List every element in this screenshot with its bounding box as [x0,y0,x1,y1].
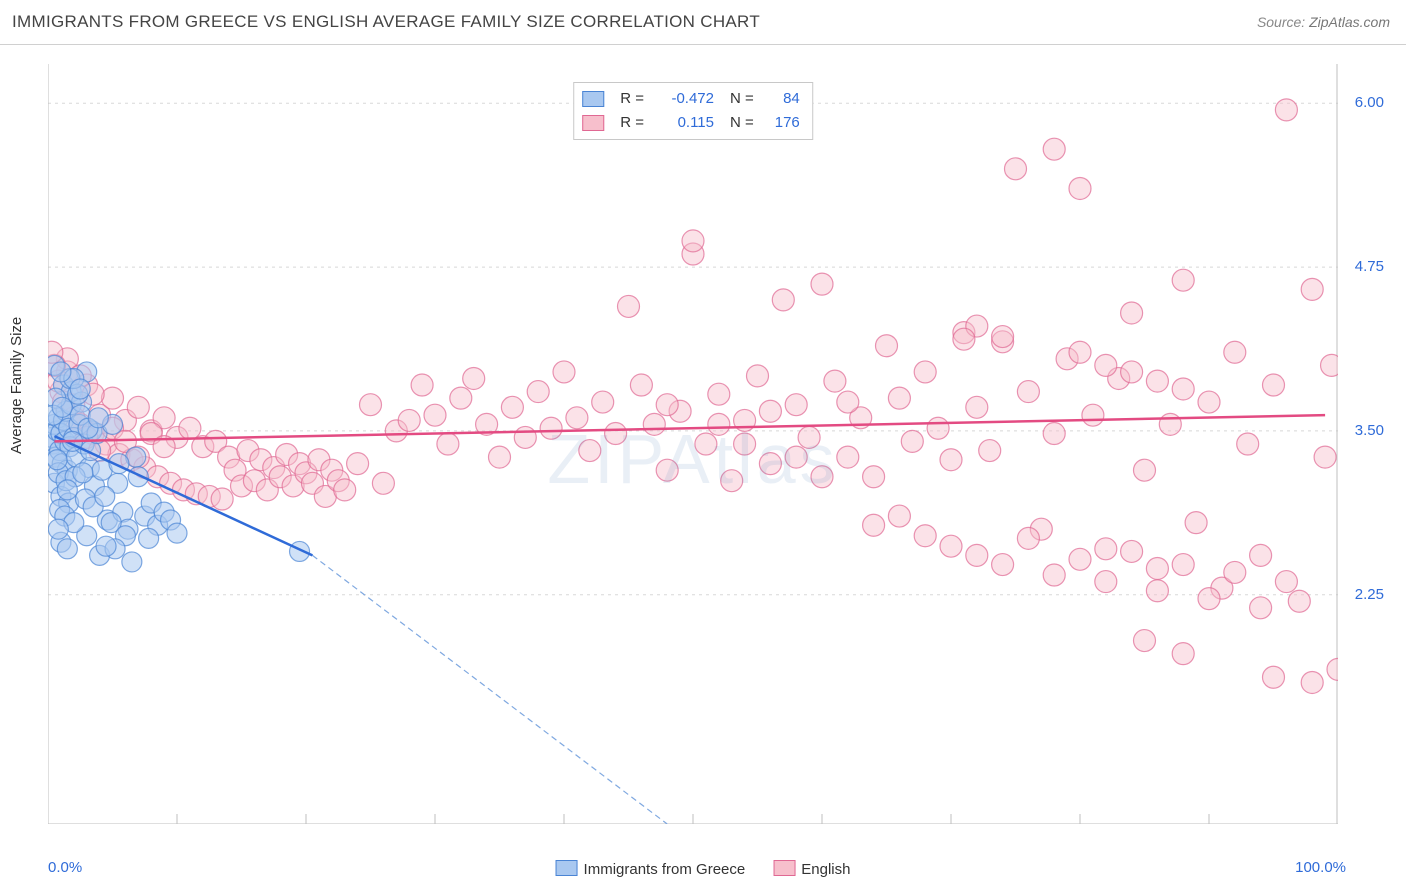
legend-swatch-icon [556,860,578,876]
chart-header: IMMIGRANTS FROM GREECE VS ENGLISH AVERAG… [0,0,1406,45]
legend-item-english: English [773,860,850,878]
y-axis-label: Average Family Size [8,317,25,454]
r-label: R = [620,111,644,135]
n-label: N = [730,111,754,135]
x-axis-max-label: 100.0% [1295,859,1346,876]
y-tick-label: 6.00 [1355,94,1384,111]
source-value: ZipAtlas.com [1309,14,1390,30]
stats-swatch-icon [582,91,604,107]
r-value: -0.472 [650,87,714,111]
y-tick-label: 4.75 [1355,258,1384,275]
scatter-plot: ZIPAtlas R =-0.472N =84R =0.115N =176 [48,64,1338,824]
y-tick-label: 2.25 [1355,586,1384,603]
legend: Immigrants from Greece English [556,860,851,878]
legend-item-greece: Immigrants from Greece [556,860,746,878]
legend-swatch-icon [773,860,795,876]
correlation-stats-box: R =-0.472 N =84 R =0.115 N =176 [573,82,813,140]
n-value: 84 [760,87,800,111]
source-attribution: Source: ZipAtlas.com [1257,14,1390,30]
stats-row-greece: R =-0.472 N =84 [582,87,800,111]
plot-container: Average Family Size ZIPAtlas R =-0.472N … [0,44,1406,892]
source-label: Source: [1257,14,1305,30]
legend-label: Immigrants from Greece [584,861,746,878]
plot-svg [48,64,1338,824]
stats-swatch-icon [582,115,604,131]
r-label: R = [620,87,644,111]
n-value: 176 [760,111,800,135]
chart-title: IMMIGRANTS FROM GREECE VS ENGLISH AVERAG… [12,12,760,32]
x-axis-min-label: 0.0% [48,859,82,876]
n-label: N = [730,87,754,111]
y-tick-label: 3.50 [1355,422,1384,439]
legend-label: English [801,861,850,878]
r-value: 0.115 [650,111,714,135]
stats-row-english: R =0.115 N =176 [582,111,800,135]
